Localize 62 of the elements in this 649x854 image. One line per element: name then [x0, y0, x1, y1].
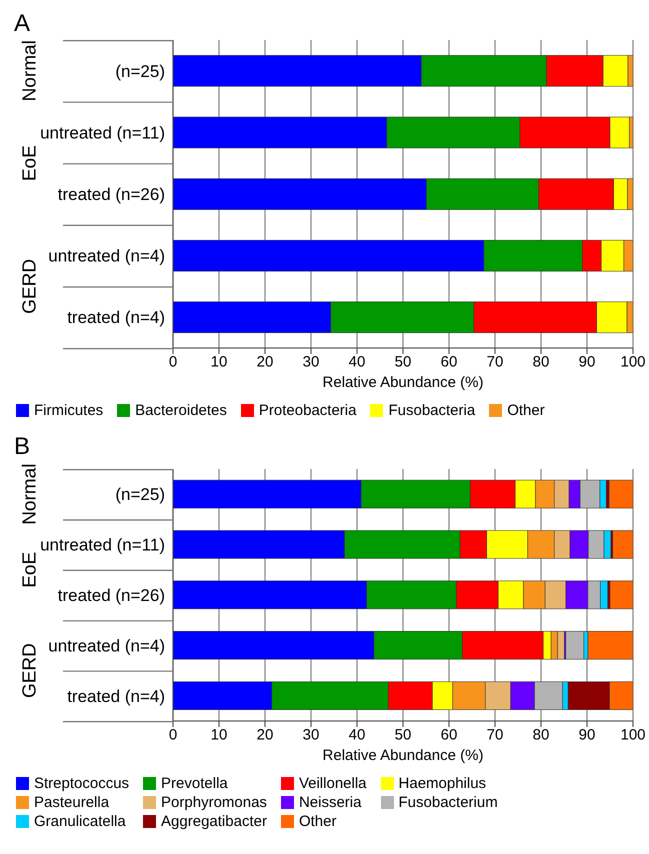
x-tick-label: 40: [348, 726, 366, 744]
y-tick-label: untreated (n=4): [48, 246, 165, 266]
legend-label: Fusobacteria: [388, 402, 476, 419]
legend-label: Proteobacteria: [258, 402, 356, 419]
text: EoE: [20, 552, 40, 588]
x-tick-label: 60: [440, 726, 458, 744]
legend-label: Prevotella: [161, 775, 228, 792]
legend-label: Granulicatella: [34, 813, 126, 830]
x-tick-label: 20: [256, 726, 274, 744]
legend-label: Other: [298, 813, 336, 830]
y-tick-label: (n=25): [115, 62, 165, 81]
x-axis-title: Relative Abundance (%): [322, 747, 484, 764]
legend-label: Veillonella: [298, 775, 367, 792]
legend-label: Haemophilus: [398, 775, 486, 792]
y-tick-label: treated (n=26): [58, 586, 165, 606]
legend-label: Aggregatibacter: [161, 813, 267, 830]
legend-label: Firmicutes: [34, 402, 104, 419]
chart-title: B: [14, 433, 30, 460]
x-tick-label: 100: [620, 726, 646, 744]
bar: [610, 580, 633, 610]
x-tick-label: 10: [210, 726, 228, 744]
x-tick-label: 100: [620, 354, 646, 371]
x-tick-label: 20: [256, 354, 274, 371]
y-tick-label: treated (n=4): [67, 308, 165, 328]
legend-label: Other: [507, 402, 545, 419]
y-tick-label: treated (n=26): [58, 185, 165, 204]
y-tick-label: treated (n=4): [67, 686, 165, 706]
x-tick-label: 0: [168, 354, 178, 371]
x-tick-label: 70: [486, 354, 504, 371]
x-tick-label: 80: [532, 354, 550, 371]
text: Normal: [20, 40, 40, 102]
x-tick-label: 70: [486, 726, 504, 744]
text: EoE: [20, 145, 40, 182]
legend-label: Porphyromonas: [161, 794, 267, 811]
x-tick-label: 10: [210, 354, 228, 371]
x-tick-label: 40: [348, 354, 366, 371]
x-tick-label: 90: [578, 354, 596, 371]
y-tick-label: untreated (n=4): [48, 636, 165, 656]
text: GERD: [20, 643, 40, 698]
legend-label: Neisseria: [298, 794, 362, 811]
text: GERD: [20, 258, 40, 314]
bar: [612, 530, 633, 559]
y-tick-label: untreated (n=11): [40, 536, 165, 555]
chart-title: A: [13, 9, 32, 39]
x-tick-label: 30: [302, 354, 320, 371]
text: Normal: [20, 464, 40, 525]
y-tick-label: untreated (n=11): [40, 123, 165, 142]
x-tick-label: 30: [302, 726, 320, 744]
legend-label: Fusobacterium: [398, 794, 498, 811]
legend-label: Pasteurella: [34, 794, 110, 811]
bar: [588, 631, 633, 660]
bar: [608, 480, 633, 508]
y-tick-label: (n=25): [115, 485, 165, 504]
x-tick-label: 0: [168, 726, 178, 744]
x-tick-label: 60: [440, 354, 458, 371]
legend-label: Bacteroidetes: [135, 402, 227, 419]
x-tick-label: 50: [394, 726, 412, 744]
x-tick-label: 80: [532, 726, 550, 744]
x-tick-label: 50: [394, 354, 412, 371]
x-axis-title: Relative Abundance (%): [322, 374, 484, 391]
legend-label: Streptococcus: [34, 775, 130, 792]
x-tick-label: 90: [578, 726, 596, 744]
